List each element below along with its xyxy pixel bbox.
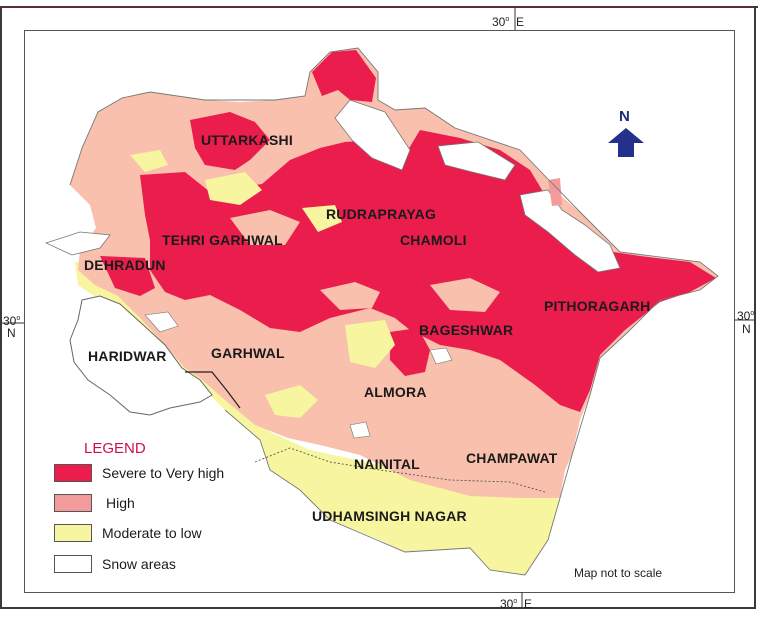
north-label: N: [619, 108, 630, 125]
scale-note: Map not to scale: [574, 566, 662, 580]
district-label-uttarkashi: UTTARKASHI: [201, 132, 293, 148]
top-coordinate: 30o E: [492, 14, 524, 28]
district-label-tehri-garhwal: TEHRI GARHWAL: [162, 232, 283, 248]
district-label-nainital: NAINITAL: [354, 456, 420, 472]
district-label-garhwal: GARHWAL: [211, 345, 285, 361]
legend-title: LEGEND: [84, 440, 146, 457]
legend-label-severe: Severe to Very high: [102, 465, 224, 481]
left-coordinate-dir: N: [7, 327, 16, 339]
district-label-dehradun: DEHRADUN: [84, 257, 166, 273]
legend-label-moderate: Moderate to low: [102, 525, 202, 541]
north-arrow-icon: [608, 128, 644, 157]
legend-swatch-severe: [54, 464, 92, 482]
district-label-chamoli: CHAMOLI: [400, 232, 467, 248]
district-label-haridwar: HARIDWAR: [88, 348, 167, 364]
legend-label-snow: Snow areas: [102, 556, 176, 572]
bottom-coordinate: 30o E: [500, 596, 532, 610]
legend-swatch-high: [54, 494, 92, 512]
legend-swatch-moderate: [54, 524, 92, 542]
district-label-champawat: CHAMPAWAT: [466, 450, 558, 466]
district-label-bageshwar: BAGESHWAR: [419, 322, 513, 338]
legend-swatch-snow: [54, 555, 92, 573]
district-label-udhamsingh-nagar: UDHAMSINGH NAGAR: [312, 508, 467, 524]
district-label-almora: ALMORA: [364, 384, 427, 400]
left-coordinate-deg: 30o: [3, 313, 20, 327]
legend-label-high: High: [106, 495, 135, 511]
district-label-rudraprayag: RUDRAPRAYAG: [326, 206, 436, 222]
right-coordinate-deg: 30o: [737, 308, 754, 322]
district-label-pithoragarh: PITHORAGARH: [544, 298, 650, 314]
right-coordinate-dir: N: [742, 323, 751, 335]
